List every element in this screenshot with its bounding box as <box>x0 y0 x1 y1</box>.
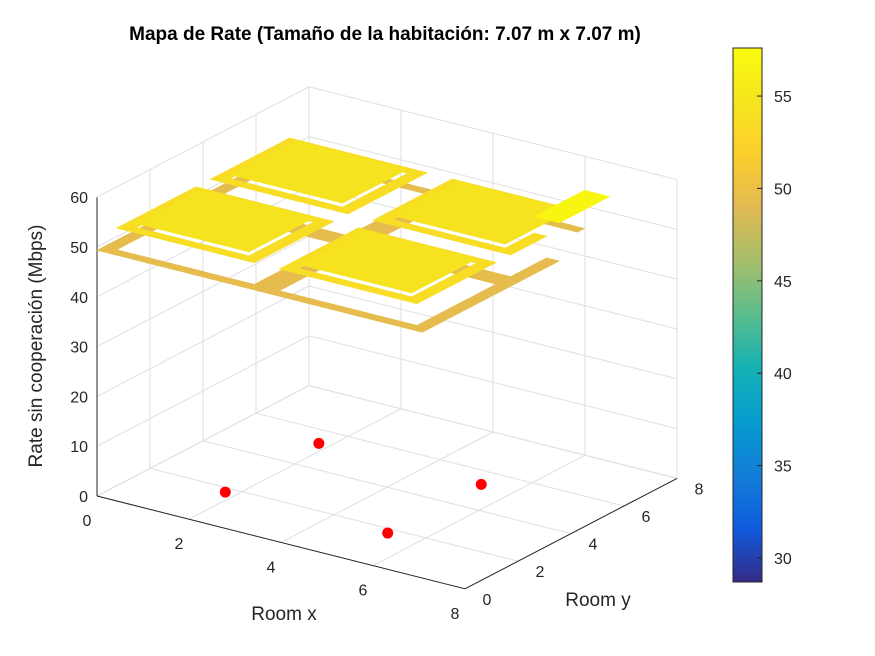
rate-surface <box>96 137 611 333</box>
access-point-marker <box>382 527 394 539</box>
floor-gridline-y <box>202 440 572 535</box>
floor-gridline-y <box>255 412 625 507</box>
access-point-marker <box>219 486 231 498</box>
surface-cell <box>334 206 357 215</box>
z-tick-label: 0 <box>79 489 88 506</box>
y-tick-label: 0 <box>483 592 492 609</box>
surface-cell <box>235 244 258 253</box>
side-gridline-z <box>96 335 310 447</box>
chart-title: Mapa de Rate (Tamaño de la habitación: 7… <box>129 24 641 45</box>
surface-cell <box>398 285 420 294</box>
colorbar-tick-label: 50 <box>774 181 792 198</box>
side-gridline-z <box>96 235 310 348</box>
surface-cell <box>329 195 351 204</box>
side-gridline-z <box>96 86 310 198</box>
y-tick-label: 6 <box>642 509 651 526</box>
x-axis-label: Room x <box>251 604 317 625</box>
colorbar-tick-label: 35 <box>774 459 792 476</box>
y-tick-label: 8 <box>695 481 704 498</box>
colorbar-ticks: 30 35 40 45 50 55 <box>757 89 792 568</box>
y-ticks: 0 2 4 6 8 <box>483 481 704 608</box>
side-gridline-z <box>96 185 310 298</box>
colorbar-gradient <box>732 47 763 583</box>
colorbar-tick-label: 40 <box>774 366 792 383</box>
x-tick-label: 2 <box>175 536 184 553</box>
colorbar-tick-label: 30 <box>774 551 792 568</box>
z-axis-label: Rate sin cooperación (Mbps) <box>26 225 47 468</box>
x-axis-line <box>96 495 466 590</box>
y-axis-label: Room y <box>565 590 631 611</box>
access-points <box>219 437 487 539</box>
z-ticks: 0 10 20 30 40 50 60 <box>70 190 88 506</box>
back-gridline-z <box>308 86 678 181</box>
axes-box-edges <box>96 197 678 590</box>
x-ticks: 0 2 4 6 8 <box>83 513 460 623</box>
axes-3d: 0 2 4 6 8 0 2 4 6 8 0 10 20 30 40 50 60 <box>70 86 704 623</box>
x-tick-label: 0 <box>83 513 92 530</box>
colorbar: 30 35 40 45 50 55 <box>732 47 792 583</box>
z-tick-label: 30 <box>70 340 88 357</box>
z-tick-label: 10 <box>70 439 88 456</box>
surface-cell <box>403 296 425 305</box>
z-tick-label: 50 <box>70 240 88 257</box>
y-tick-label: 2 <box>536 564 545 581</box>
colorbar-tick-label: 45 <box>774 274 792 291</box>
surface-cell <box>564 224 586 233</box>
access-point-marker <box>475 478 487 490</box>
surface-cell <box>240 255 263 264</box>
y-tick-label: 4 <box>589 537 598 554</box>
y-axis-line <box>464 477 678 590</box>
z-tick-label: 20 <box>70 389 88 406</box>
x-tick-label: 6 <box>359 583 368 600</box>
colorbar-tick-label: 55 <box>774 89 792 106</box>
floor-gridline-y <box>149 467 519 562</box>
surface-cell <box>545 215 568 224</box>
surface-cell <box>408 325 431 333</box>
z-tick-label: 60 <box>70 190 88 207</box>
x-tick-label: 4 <box>267 559 276 576</box>
back-gridline-z <box>308 335 678 430</box>
access-point-marker <box>313 437 325 449</box>
side-gridline-z <box>96 285 310 397</box>
surface-cell <box>491 236 514 245</box>
floor-grid <box>96 385 678 590</box>
back-gridline-z <box>308 136 678 230</box>
floor-gridline-y <box>308 385 678 479</box>
x-tick-label: 8 <box>451 606 460 623</box>
back-gridline-z <box>308 285 678 380</box>
surface-cell <box>497 247 519 256</box>
z-tick-label: 40 <box>70 290 88 307</box>
